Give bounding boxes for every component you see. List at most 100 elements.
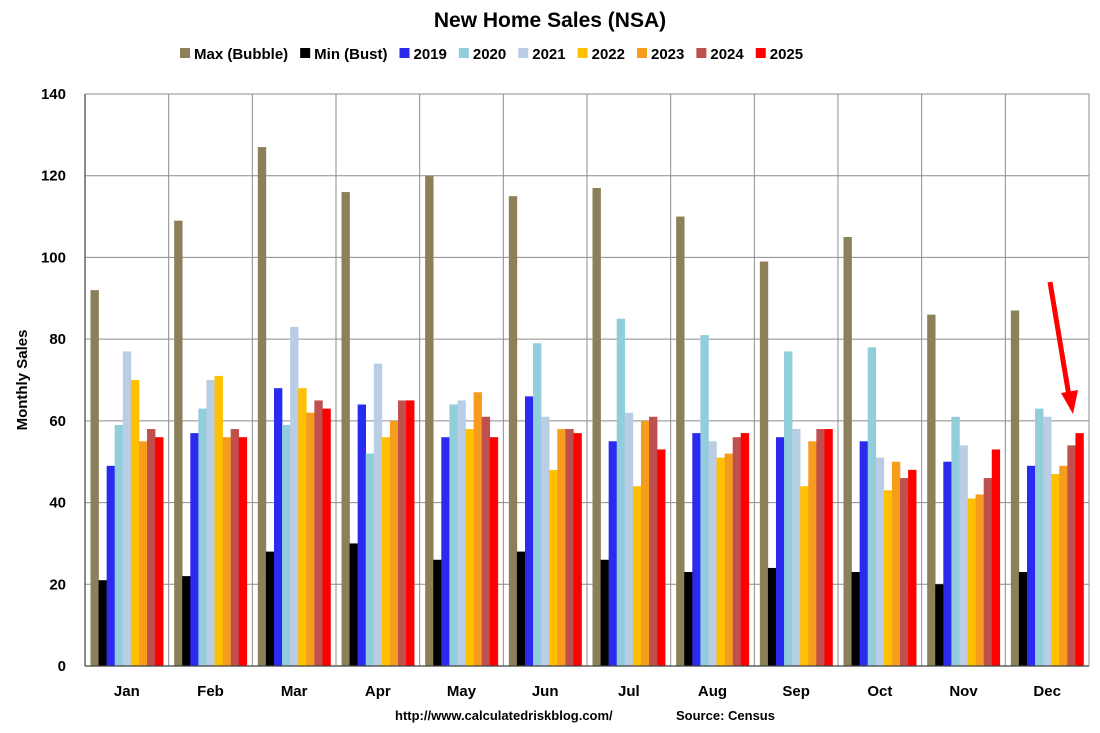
legend-label: 2024	[710, 46, 744, 63]
bar-sep-max-bubble	[759, 261, 769, 666]
bar-jan-2020	[114, 424, 124, 666]
annotation-arrow	[1047, 281, 1078, 414]
x-tick-label: Apr	[365, 683, 391, 700]
bar-oct-2025	[908, 469, 917, 666]
bar-sep-min-bust	[767, 567, 777, 666]
bar-apr-min-bust	[349, 543, 358, 666]
bar-nov-2023	[975, 494, 984, 666]
bar-jul-min-bust	[600, 559, 609, 666]
bar-nov-max-bubble	[927, 314, 936, 666]
y-tick-label: 60	[49, 413, 66, 430]
bar-jan-2024	[147, 429, 156, 666]
bar-oct-max-bubble	[843, 237, 852, 666]
bar-oct-2023	[891, 461, 901, 666]
bar-may-max-bubble	[425, 175, 434, 666]
bar-jan-2022	[130, 380, 140, 666]
footer-source: Source: Census	[676, 708, 775, 723]
bar-sep-2021	[792, 429, 801, 666]
bar-dec-2019	[1026, 465, 1036, 666]
arrow-head	[1061, 390, 1078, 414]
bar-feb-2022	[214, 375, 223, 666]
bar-mar-2022	[298, 388, 307, 666]
bar-jun-max-bubble	[508, 196, 518, 666]
bar-aug-2025	[740, 433, 750, 666]
bar-apr-2021	[373, 363, 383, 666]
bar-feb-2025	[238, 437, 248, 666]
legend-label: 2020	[473, 46, 506, 63]
bar-jun-2025	[573, 433, 582, 666]
legend-swatch	[637, 48, 647, 58]
bar-apr-2020	[365, 453, 375, 666]
legend-label: 2025	[770, 46, 803, 63]
legend: Max (Bubble) Min (Bust) 2019 2020 2021 2022 20…	[180, 46, 803, 63]
chart-title: New Home Sales (NSA)	[434, 9, 666, 32]
y-tick-label: 40	[49, 495, 66, 512]
bar-jul-2023	[640, 420, 650, 666]
bar-oct-2021	[875, 457, 885, 666]
legend-swatch	[399, 48, 410, 58]
bars	[90, 147, 1084, 667]
bar-jan-2025	[155, 437, 164, 666]
bar-may-2021	[457, 400, 466, 666]
bar-may-2023	[473, 392, 482, 666]
bar-jan-2023	[138, 441, 148, 666]
bar-jul-2024	[649, 416, 658, 666]
bar-nov-2024	[983, 478, 993, 666]
bar-jun-2024	[565, 429, 574, 666]
bar-nov-min-bust	[935, 584, 944, 666]
bar-jun-min-bust	[516, 551, 526, 666]
legend-label: 2021	[532, 46, 565, 63]
bar-jun-2023	[557, 429, 566, 666]
bar-aug-min-bust	[684, 572, 693, 666]
legend-label: 2023	[651, 46, 684, 63]
bar-nov-2022	[967, 498, 976, 666]
bar-oct-2019	[859, 441, 869, 666]
y-tick-label: 140	[41, 86, 66, 103]
legend-label: Max (Bubble)	[194, 46, 288, 63]
legend-swatch	[458, 48, 469, 58]
bar-jan-min-bust	[98, 580, 107, 666]
x-tick-label: Jan	[114, 683, 140, 700]
bar-jun-2022	[549, 469, 558, 666]
bar-nov-2019	[943, 461, 952, 666]
bar-dec-min-bust	[1018, 572, 1028, 666]
bar-jun-2021	[541, 416, 550, 666]
y-tick-labels: 0 20 40 60 80 100 120 140	[41, 86, 66, 675]
footer-url: http://www.calculatedriskblog.com/	[395, 708, 613, 723]
bar-aug-2020	[700, 335, 709, 666]
bar-sep-2020	[784, 351, 793, 666]
bar-feb-max-bubble	[174, 220, 183, 666]
legend-swatch	[577, 48, 588, 58]
bar-aug-2021	[708, 441, 717, 666]
x-tick-label: Feb	[197, 683, 224, 700]
legend-swatch	[180, 48, 190, 58]
legend-swatch	[300, 48, 311, 58]
axes	[84, 94, 1089, 667]
bar-jul-2022	[632, 486, 642, 666]
bar-dec-2022	[1051, 473, 1060, 666]
x-tick-label: Nov	[949, 683, 978, 700]
legend-label: 2019	[414, 46, 447, 63]
bar-may-2025	[489, 437, 499, 666]
bar-nov-2020	[951, 416, 960, 666]
bar-dec-2024	[1067, 445, 1076, 666]
y-tick-label: 120	[41, 168, 66, 185]
x-tick-label: Aug	[698, 683, 727, 700]
bar-mar-2025	[322, 408, 331, 666]
bar-aug-2023	[724, 453, 733, 666]
x-tick-label: Oct	[867, 683, 892, 700]
bar-dec-max-bubble	[1010, 310, 1020, 666]
y-axis-label: Monthly Sales	[14, 330, 31, 431]
bar-dec-2020	[1035, 408, 1044, 666]
bar-mar-min-bust	[265, 551, 275, 666]
bar-mar-2024	[314, 400, 323, 666]
bar-oct-min-bust	[851, 572, 860, 666]
bar-mar-max-bubble	[257, 147, 267, 667]
bar-apr-2025	[406, 400, 415, 666]
bar-jan-2019	[106, 465, 116, 666]
bar-aug-2019	[692, 433, 701, 666]
bar-nov-2025	[991, 449, 1001, 666]
legend-swatch	[755, 48, 766, 58]
x-tick-label: Jun	[532, 683, 559, 700]
x-tick-labels: Jan Feb Mar Apr May Jun Jul Aug Sep Oct Nov Dec	[114, 683, 1061, 700]
